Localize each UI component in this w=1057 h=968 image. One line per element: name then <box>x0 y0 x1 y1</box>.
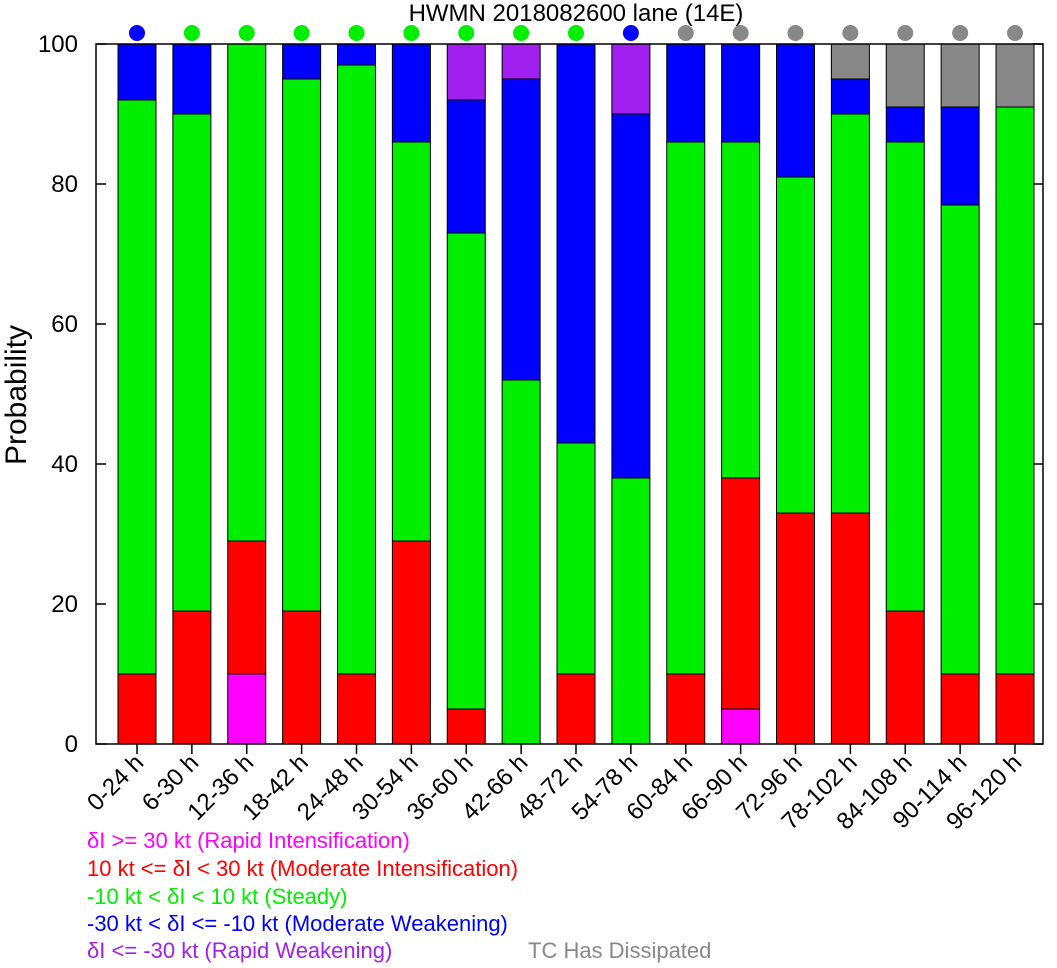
top-marker-dot <box>293 25 310 41</box>
top-marker-dot <box>348 25 365 41</box>
bar-segment-mw-6 <box>446 99 486 234</box>
top-marker-dot <box>677 25 694 41</box>
bar-segment-mi-1 <box>172 610 212 745</box>
bar-segment-mw-13 <box>830 78 870 115</box>
top-marker-dot <box>568 25 584 41</box>
bar-segment-mi-14 <box>885 610 925 745</box>
bar-segment-mw-15 <box>940 106 980 206</box>
top-marker-dot <box>238 25 255 41</box>
bar-segment-st-12 <box>776 176 815 514</box>
bar-segment-rw-6 <box>446 43 486 101</box>
bar-segment-mw-11 <box>721 43 761 143</box>
bar-segment-mi-5 <box>391 540 431 745</box>
bar-segment-dis-13 <box>830 43 870 80</box>
bar-segment-st-7 <box>501 379 541 745</box>
top-marker-dot <box>732 25 749 41</box>
bar-segment-mi-8 <box>556 673 596 745</box>
legend-steady: -10 kt < δI < 10 kt (Steady) <box>87 884 348 909</box>
bar-segment-mi-3 <box>282 610 322 745</box>
y-axis-label: Probability <box>0 325 33 465</box>
bar-segment-st-3 <box>282 78 322 612</box>
bar-segment-st-10 <box>666 141 706 675</box>
top-marker-dot <box>403 25 420 41</box>
bar-segment-mw-9 <box>611 113 651 479</box>
bar-segment-mw-12 <box>776 43 815 178</box>
y-tick-label: 100 <box>38 31 78 58</box>
top-marker-dot <box>1007 25 1023 41</box>
bar-segment-mi-11 <box>721 477 761 710</box>
bar-segment-dis-14 <box>885 43 925 108</box>
top-marker-dot <box>952 25 969 41</box>
bar-segment-mw-0 <box>117 43 157 101</box>
bar-segment-mw-8 <box>556 43 596 444</box>
x-tick-label: 0-24 h <box>82 749 149 816</box>
bar-segment-mw-5 <box>391 43 431 143</box>
legend-rapid-intensification: δI >= 30 kt (Rapid Intensification) <box>87 828 410 853</box>
bar-segment-st-11 <box>721 141 761 479</box>
bar-segment-mw-7 <box>501 78 541 381</box>
bar-segment-mi-16 <box>995 673 1035 745</box>
bar-segment-ri-11 <box>721 708 761 745</box>
bar-segment-st-9 <box>611 477 651 745</box>
y-tick-label: 60 <box>51 311 78 338</box>
y-tick-label: 0 <box>65 731 78 758</box>
bar-segment-mw-3 <box>282 43 322 80</box>
bar-segment-dis-15 <box>940 43 980 108</box>
bar-segment-st-0 <box>117 99 157 675</box>
bar-segment-st-16 <box>995 106 1035 675</box>
y-tick-label: 20 <box>51 591 78 618</box>
top-marker-dot <box>458 25 475 41</box>
legend-rapid-weakening: δI <= -30 kt (Rapid Weakening) <box>87 938 393 963</box>
bar-segment-mi-15 <box>940 673 980 745</box>
bar-segment-st-15 <box>940 204 980 675</box>
bar-segment-mw-14 <box>885 106 925 143</box>
bar-segment-mw-1 <box>172 43 212 115</box>
bar-segment-st-14 <box>885 141 925 612</box>
top-marker-dot <box>842 25 859 41</box>
bar-segment-rw-9 <box>611 43 651 115</box>
y-tick-label: 80 <box>51 171 78 198</box>
plot-frame <box>95 43 1044 745</box>
bar-segment-st-6 <box>446 232 486 710</box>
top-marker-dot <box>513 25 530 41</box>
bar-segment-st-2 <box>227 43 267 542</box>
markers-layer <box>129 25 1023 41</box>
bar-segment-mw-4 <box>337 43 376 66</box>
bar-segment-mi-4 <box>337 673 376 745</box>
legend-dissipated: TC Has Dissipated <box>528 938 712 963</box>
bar-segment-st-5 <box>391 141 431 542</box>
bar-segment-st-13 <box>830 113 870 514</box>
bar-segment-mi-6 <box>446 708 486 745</box>
bar-segment-mi-2 <box>227 540 267 675</box>
bar-segment-mi-13 <box>830 512 870 745</box>
legend-moderate-weakening: -30 kt < δI <= -10 kt (Moderate Weakenin… <box>87 911 508 936</box>
top-marker-dot <box>183 25 200 41</box>
top-marker-dot <box>129 25 145 41</box>
bar-segment-mw-10 <box>666 43 706 143</box>
bar-segment-st-1 <box>172 113 212 612</box>
bars-layer <box>117 43 1035 745</box>
y-tick-label: 40 <box>51 451 78 478</box>
bar-segment-ri-2 <box>227 673 267 745</box>
bar-segment-rw-7 <box>501 43 541 80</box>
top-marker-dot <box>787 25 804 41</box>
top-marker-dot <box>622 25 639 41</box>
top-marker-dot <box>897 25 914 41</box>
bar-segment-mi-12 <box>776 512 815 745</box>
bar-segment-st-4 <box>337 64 376 675</box>
bar-segment-dis-16 <box>995 43 1035 108</box>
bar-segment-mi-0 <box>117 673 157 745</box>
bar-segment-st-8 <box>556 442 596 675</box>
bar-segment-mi-10 <box>666 673 706 745</box>
legend-moderate-intensification: 10 kt <= δI < 30 kt (Moderate Intensific… <box>87 856 519 881</box>
chart-title: HWMN 2018082600 lane (14E) <box>409 0 744 27</box>
